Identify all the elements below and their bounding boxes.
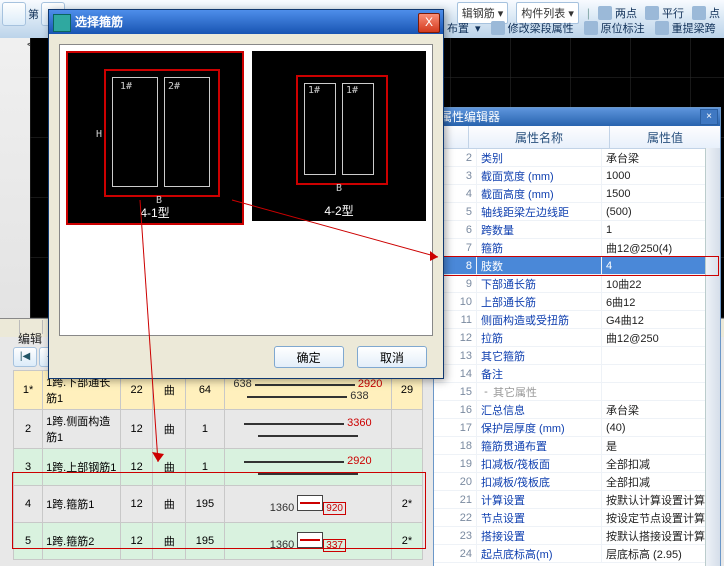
property-row[interactable]: 5轴线距梁左边线距(500) bbox=[434, 203, 720, 221]
panel-close-icon[interactable]: × bbox=[700, 109, 718, 125]
left-ruler: A bbox=[0, 38, 31, 318]
preview-caption: 4-2型 bbox=[252, 202, 426, 219]
dialog-close-icon[interactable]: X bbox=[418, 13, 440, 33]
property-row[interactable]: 12拉筋曲12@250 bbox=[434, 329, 720, 347]
tool-inplace-mark[interactable]: 原位标注 bbox=[584, 20, 645, 36]
toolbar-btn[interactable] bbox=[2, 2, 26, 26]
ok-button[interactable]: 确定 bbox=[274, 346, 344, 368]
col-name: 属性名称 bbox=[469, 126, 610, 148]
property-row[interactable]: 21计算设置按默认计算设置计算 bbox=[434, 491, 720, 509]
property-row[interactable]: 13其它箍筋 bbox=[434, 347, 720, 365]
property-row[interactable]: 16汇总信息承台梁 bbox=[434, 401, 720, 419]
cancel-button[interactable]: 取消 bbox=[357, 346, 427, 368]
tag: 1# bbox=[120, 81, 132, 92]
dialog-titlebar[interactable]: 选择箍筋 X bbox=[49, 10, 443, 34]
nav-first[interactable]: |◀ bbox=[13, 347, 37, 367]
property-panel: 属性编辑器 × 属性名称 属性值 2类别承台梁3截面宽度 (mm)10004截面… bbox=[433, 107, 721, 566]
table-row[interactable]: 31跨.上部钢筋112曲1 2920 bbox=[14, 449, 423, 486]
property-row[interactable]: 10上部通长筋6曲12 bbox=[434, 293, 720, 311]
tag: 1# bbox=[308, 85, 320, 96]
table-row[interactable]: 21跨.侧面构造筋112曲1 3360 bbox=[14, 410, 423, 449]
rebar-table: 1*1跨.下部通长筋122曲64638 2920 6382921跨.侧面构造筋1… bbox=[13, 370, 423, 560]
property-row[interactable]: 9下部通长筋10曲22 bbox=[434, 275, 720, 293]
dialog-title: 选择箍筋 bbox=[75, 13, 123, 30]
property-row[interactable]: 24起点底标高(m)层底标高 (2.95) bbox=[434, 545, 720, 563]
dialog-content: 1# 2# H B 4-1型 1# 1# B 4-2型 bbox=[59, 44, 433, 336]
panel-body[interactable]: 2类别承台梁3截面宽度 (mm)10004截面高度 (mm)15005轴线距梁左… bbox=[434, 149, 720, 566]
property-row[interactable]: 17保护层厚度 (mm)(40) bbox=[434, 419, 720, 437]
panel-title: 属性编辑器 × bbox=[434, 108, 720, 126]
tool-point[interactable]: 点 bbox=[692, 5, 720, 21]
stirrup-preview-2[interactable]: 1# 1# B 4-2型 bbox=[252, 51, 426, 221]
tag: 2# bbox=[168, 81, 180, 92]
property-row[interactable]: 15-其它属性 bbox=[434, 383, 720, 401]
toolbar-label-left: 第 bbox=[28, 6, 39, 22]
property-row[interactable]: 23搭接设置按默认搭接设置计算 bbox=[434, 527, 720, 545]
property-row[interactable]: 14备注 bbox=[434, 365, 720, 383]
property-row[interactable]: 3截面宽度 (mm)1000 bbox=[434, 167, 720, 185]
respan-icon bbox=[655, 21, 669, 35]
parallel-icon bbox=[645, 6, 659, 20]
scrollbar[interactable] bbox=[705, 148, 720, 566]
tool-two-point[interactable]: 两点 bbox=[598, 5, 637, 21]
select-stirrup-dialog: 选择箍筋 X 1# 2# H B 4-1型 1# 1# B 4-2型 确定 取消 bbox=[48, 9, 444, 379]
property-row[interactable]: 6跨数量1 bbox=[434, 221, 720, 239]
col-val: 属性值 bbox=[610, 126, 720, 148]
tool-parallel[interactable]: 平行 bbox=[645, 5, 684, 21]
property-row[interactable]: 11侧面构造或受扭筋G4曲12 bbox=[434, 311, 720, 329]
property-row[interactable]: 18箍筋贯通布置是 bbox=[434, 437, 720, 455]
tool-edit-seg[interactable]: 修改梁段属性 bbox=[491, 20, 574, 36]
preview-caption: 4-1型 bbox=[68, 204, 242, 221]
edit-seg-icon bbox=[491, 21, 505, 35]
property-row[interactable]: 2类别承台梁 bbox=[434, 149, 720, 167]
point-icon bbox=[692, 6, 706, 20]
property-row[interactable]: 8肢数4 bbox=[434, 257, 720, 275]
dialog-icon bbox=[53, 14, 71, 32]
two-point-icon bbox=[598, 6, 612, 20]
property-row[interactable]: 7箍筋曲12@250(4) bbox=[434, 239, 720, 257]
property-row[interactable]: 19扣减板/筏板面全部扣减 bbox=[434, 455, 720, 473]
tool-respan[interactable]: 重提梁跨 bbox=[655, 20, 716, 36]
stirrup-preview-1[interactable]: 1# 2# H B 4-1型 bbox=[66, 51, 244, 225]
table-row[interactable]: 41跨.箍筋112曲1951360 9202* bbox=[14, 486, 423, 523]
property-row[interactable]: 22节点设置按设定节点设置计算 bbox=[434, 509, 720, 527]
panel-header: 属性名称 属性值 bbox=[434, 126, 720, 149]
tag: 1# bbox=[346, 85, 358, 96]
property-row[interactable]: 4截面高度 (mm)1500 bbox=[434, 185, 720, 203]
table-row[interactable]: 51跨.箍筋212曲1951360 3372* bbox=[14, 523, 423, 560]
mark-icon bbox=[584, 21, 598, 35]
property-row[interactable]: 20扣减板/筏板底全部扣减 bbox=[434, 473, 720, 491]
